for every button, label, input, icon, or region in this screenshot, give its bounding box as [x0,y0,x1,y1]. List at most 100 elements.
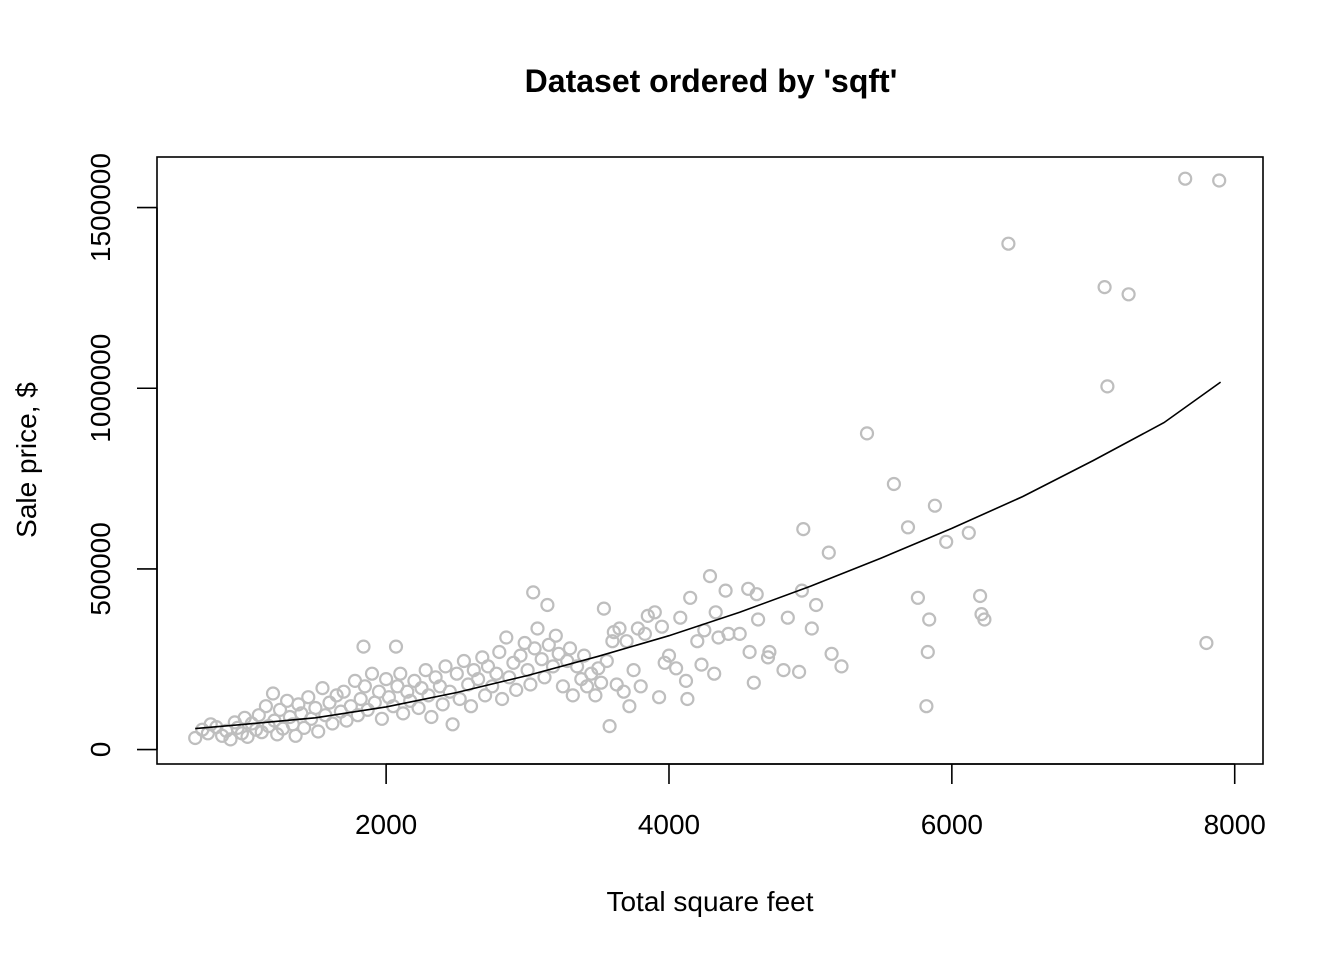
data-point [588,688,603,703]
points-layer [188,171,1227,747]
data-point [411,700,426,716]
data-point [961,525,976,540]
data-point [265,686,281,701]
data-point [565,688,580,703]
chart-title: Dataset ordered by 'sqft' [525,63,898,99]
data-point [555,679,571,694]
data-point [599,653,614,669]
data-point [513,648,528,663]
data-point [258,699,273,714]
data-point [449,666,464,681]
data-point [821,545,836,560]
data-point [1199,635,1214,651]
data-point [506,655,521,670]
data-point [678,673,694,689]
data-point [541,637,556,652]
data-point [188,730,203,746]
data-point [796,521,811,537]
data-point [602,718,617,734]
data-point [683,590,698,605]
data-point [619,634,634,649]
data-point [471,671,486,687]
data-point [357,679,372,694]
data-point [707,666,722,681]
data-point [526,585,541,600]
data-point [445,717,460,732]
data-point [626,662,641,678]
data-point [438,659,453,674]
y-axis: 0 500000 1000000 1500000 [85,153,158,758]
data-point [1178,171,1193,186]
data-point [746,675,761,690]
data-point [661,648,677,663]
data-point [886,476,902,492]
data-point [414,680,429,696]
data-point [551,646,566,661]
data-point [499,630,514,645]
data-point [388,639,404,654]
data-point [651,690,667,705]
data-point [1121,287,1136,302]
data-point [480,659,496,674]
data-point [336,684,351,699]
data-point [1100,379,1115,394]
data-point [407,673,422,689]
data-point [834,659,849,674]
data-point [548,628,563,643]
y-tick-label: 1000000 [85,334,116,443]
data-point [356,639,371,654]
data-point [418,662,433,678]
x-tick-label: 4000 [638,809,700,840]
data-point [489,666,504,681]
data-point [456,653,471,669]
data-point [452,691,467,707]
data-point [1001,236,1016,251]
data-point [280,693,295,708]
data-point [977,612,992,627]
y-tick-label: 500000 [85,522,116,615]
data-point [400,684,415,699]
fitted-curve [195,381,1222,730]
x-axis: 2000 4000 6000 8000 [355,763,1266,840]
data-point [435,697,450,712]
data-point [288,728,303,743]
data-point [463,699,479,714]
data-point [379,671,394,687]
data-point [545,659,561,674]
data-point [569,659,585,674]
data-point [364,666,380,681]
data-point [690,634,705,649]
data-point [311,724,326,739]
data-point [616,684,631,699]
data-point [742,644,757,660]
data-point [360,702,375,717]
data-point [900,520,916,535]
data-point [315,680,330,696]
data-point [1212,173,1227,188]
data-point [859,426,875,441]
data-point [322,695,337,710]
data-point [424,709,439,725]
plot-frame [156,156,1264,765]
data-point [297,720,312,736]
data-point [919,699,934,714]
data-point [732,626,747,642]
data-point [791,664,807,680]
data-point [593,675,609,690]
y-tick-label: 0 [85,742,116,758]
y-axis-label: Sale price, $ [11,382,42,538]
data-point [272,702,288,717]
data-point [633,679,648,694]
data-point [673,610,688,625]
data-point [808,597,824,613]
data-point [393,666,408,681]
data-point [251,708,266,723]
data-point [291,697,306,712]
data-point [640,608,655,624]
data-point [492,644,507,660]
data-point [824,646,839,661]
data-point [485,679,500,694]
data-point [329,688,344,703]
data-point [612,621,627,636]
